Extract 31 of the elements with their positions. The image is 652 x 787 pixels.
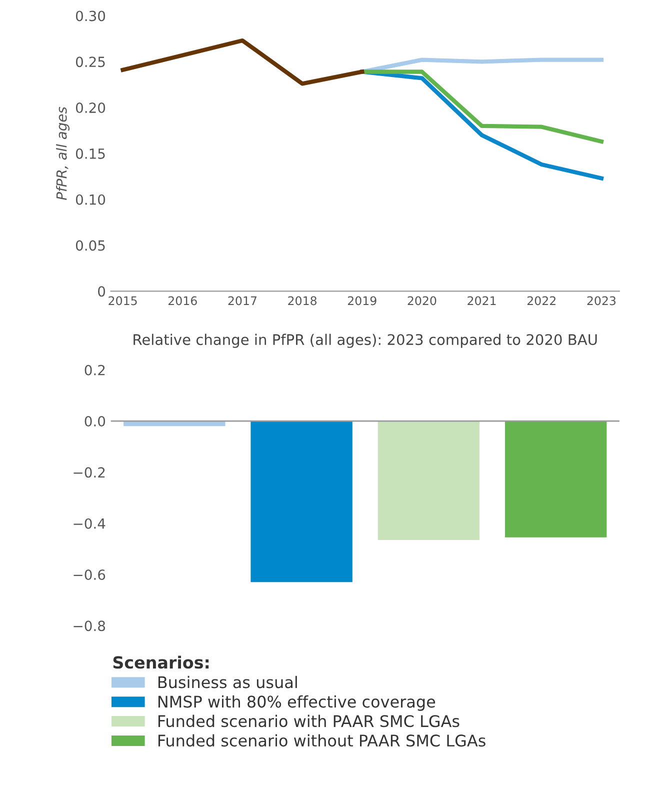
x-tick-label: 2016 — [168, 296, 197, 306]
y-tick-label: 0.10 — [76, 194, 106, 205]
y-tick-label: 0.15 — [76, 148, 105, 159]
chart-title: Relative change in PfPR (all ages): 2023 compared to 2020 BAU — [134, 334, 597, 348]
x-tick-label: 2020 — [408, 296, 436, 306]
y-tick-label: 0.0 — [84, 416, 106, 427]
x-tick-label: 2023 — [587, 296, 616, 306]
legend-title: Scenarios: — [113, 656, 209, 669]
legend-label: NMSP with 80% effective coverage — [158, 695, 436, 711]
x-tick-label: 2015 — [108, 296, 137, 306]
legend-label: Funded scenario without PAAR SMC LGAs — [158, 734, 486, 747]
y-tick-label: 0.2 — [84, 364, 105, 376]
y-axis-title: PfPR, all ages — [56, 106, 70, 200]
y-tick-label: −0.8 — [74, 620, 106, 632]
legend-label: Business as usual — [158, 676, 297, 688]
line-series — [120, 38, 364, 86]
x-tick-label: 2019 — [348, 296, 376, 306]
y-tick-label: 0.25 — [76, 56, 105, 68]
x-tick-label: 2022 — [527, 296, 556, 306]
y-tick-label: −0.2 — [74, 467, 105, 478]
x-tick-label: 2021 — [468, 296, 496, 306]
y-tick-label: 0.05 — [76, 240, 105, 251]
line-series — [360, 70, 604, 144]
legend-label: Funded scenario with PAAR SMC LGAs — [158, 714, 460, 728]
x-tick-label: 2017 — [228, 296, 256, 306]
x-tick-label: 2018 — [288, 296, 317, 306]
y-tick-label: 0.30 — [76, 10, 106, 22]
y-tick-label: −0.4 — [74, 518, 106, 529]
y-tick-label: 0 — [98, 286, 106, 297]
y-tick-label: −0.6 — [74, 569, 106, 580]
y-tick-label: 0.20 — [76, 102, 106, 114]
